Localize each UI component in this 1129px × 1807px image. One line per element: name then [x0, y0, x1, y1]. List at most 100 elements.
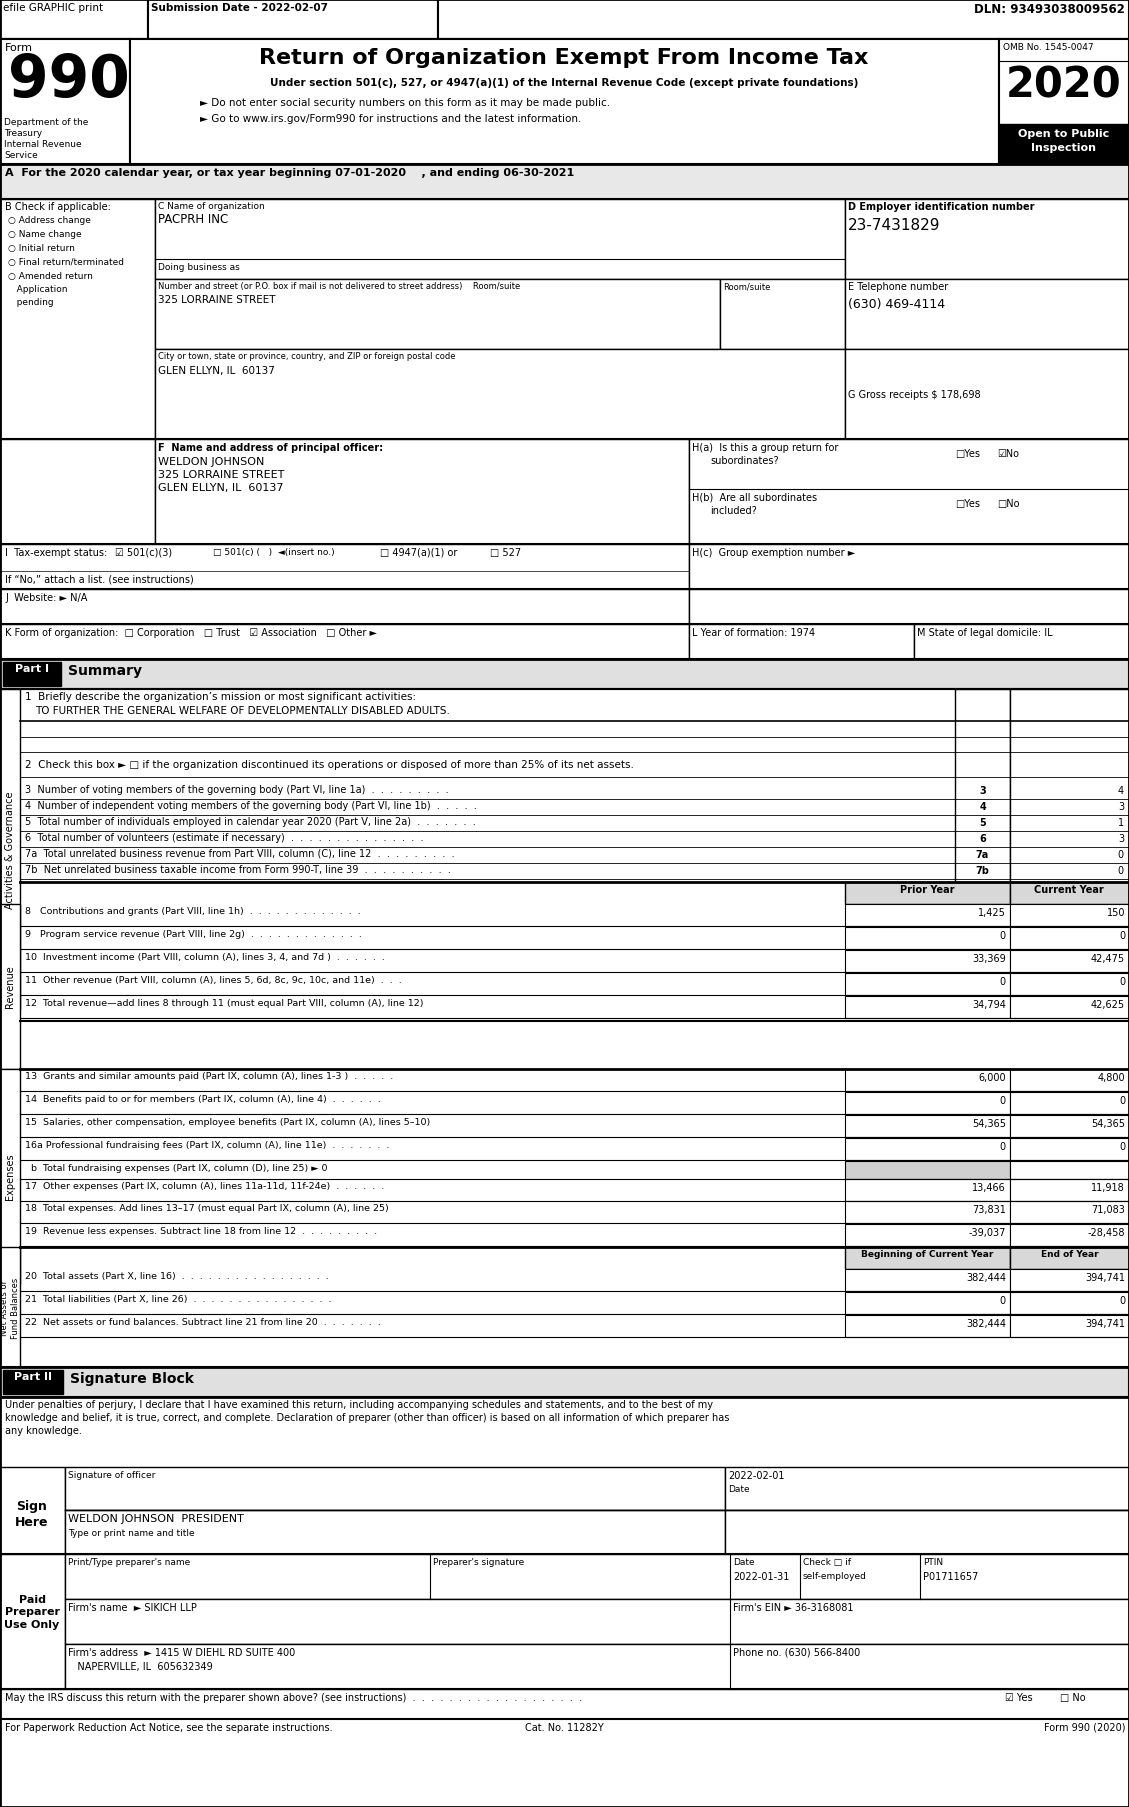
- Text: 325 LORRAINE STREET: 325 LORRAINE STREET: [158, 470, 285, 479]
- Text: 19  Revenue less expenses. Subtract line 18 from line 12  .  .  .  .  .  .  .  .: 19 Revenue less expenses. Subtract line …: [25, 1227, 377, 1236]
- Text: 22  Net assets or fund balances. Subtract line 21 from line 20  .  .  .  .  .  .: 22 Net assets or fund balances. Subtract…: [25, 1317, 380, 1326]
- Bar: [0, 625, 689, 660]
- Text: 3: 3: [1118, 802, 1124, 811]
- Text: Beginning of Current Year: Beginning of Current Year: [861, 1249, 994, 1258]
- Bar: [0, 1554, 65, 1690]
- Bar: [720, 280, 844, 351]
- Bar: [65, 1599, 1129, 1644]
- Text: 0: 0: [1118, 849, 1124, 860]
- Bar: [0, 1467, 65, 1554]
- Bar: [689, 439, 1129, 544]
- Text: Current Year: Current Year: [1034, 884, 1104, 894]
- Text: WELDON JOHNSON  PRESIDENT: WELDON JOHNSON PRESIDENT: [68, 1512, 244, 1523]
- Bar: [844, 1202, 1010, 1223]
- Bar: [844, 1070, 1010, 1091]
- Text: 71,083: 71,083: [1091, 1203, 1124, 1214]
- Text: Sign
Here: Sign Here: [16, 1500, 49, 1529]
- Text: □ 527: □ 527: [490, 548, 522, 558]
- Text: City or town, state or province, country, and ZIP or foreign postal code: City or town, state or province, country…: [158, 352, 455, 361]
- Text: NAPERVILLE, IL  605632349: NAPERVILLE, IL 605632349: [68, 1661, 212, 1671]
- Bar: [955, 690, 1010, 1010]
- Text: GLEN ELLYN, IL  60137: GLEN ELLYN, IL 60137: [158, 482, 283, 493]
- Text: □ No: □ No: [1060, 1691, 1086, 1702]
- Text: 5: 5: [979, 817, 986, 828]
- Text: knowledge and belief, it is true, correct, and complete. Declaration of preparer: knowledge and belief, it is true, correc…: [5, 1413, 729, 1422]
- Bar: [1010, 1269, 1129, 1292]
- Text: 6  Total number of volunteers (estimate if necessary)  .  .  .  .  .  .  .  .  .: 6 Total number of volunteers (estimate i…: [25, 833, 423, 842]
- Text: □ 501(c) (   )  ◄(insert no.): □ 501(c) ( ) ◄(insert no.): [213, 548, 334, 557]
- Text: 0: 0: [1119, 976, 1124, 987]
- Bar: [999, 125, 1129, 164]
- Bar: [0, 1247, 20, 1368]
- Text: Summary: Summary: [68, 663, 142, 678]
- Text: 34,794: 34,794: [972, 999, 1006, 1010]
- Bar: [844, 1180, 1010, 1202]
- Text: P01711657: P01711657: [924, 1570, 979, 1581]
- Text: For Paperwork Reduction Act Notice, see the separate instructions.: For Paperwork Reduction Act Notice, see …: [5, 1722, 333, 1733]
- Text: Department of the
Treasury
Internal Revenue
Service: Department of the Treasury Internal Reve…: [5, 117, 88, 161]
- Text: 1  Briefly describe the organization’s mission or most significant activities:: 1 Briefly describe the organization’s mi…: [25, 692, 417, 701]
- Bar: [844, 1115, 1010, 1137]
- Text: TO FURTHER THE GENERAL WELFARE OF DEVELOPMENTALLY DISABLED ADULTS.: TO FURTHER THE GENERAL WELFARE OF DEVELO…: [35, 705, 449, 716]
- Text: 14  Benefits paid to or for members (Part IX, column (A), line 4)  .  .  .  .  .: 14 Benefits paid to or for members (Part…: [25, 1095, 380, 1104]
- Bar: [0, 544, 689, 589]
- Bar: [844, 927, 1010, 949]
- Text: Date: Date: [733, 1558, 754, 1567]
- Bar: [438, 0, 1129, 40]
- Bar: [1010, 1202, 1129, 1223]
- Text: 150: 150: [1106, 907, 1124, 918]
- Text: any knowledge.: any knowledge.: [5, 1426, 82, 1435]
- Text: 2022-02-01: 2022-02-01: [728, 1471, 785, 1480]
- Bar: [0, 660, 1129, 690]
- Bar: [725, 1511, 1129, 1554]
- Text: 18  Total expenses. Add lines 13–17 (must equal Part IX, column (A), line 25): 18 Total expenses. Add lines 13–17 (must…: [25, 1203, 388, 1212]
- Bar: [844, 950, 1010, 972]
- Bar: [844, 1247, 1010, 1269]
- Text: L Year of formation: 1974: L Year of formation: 1974: [692, 627, 815, 638]
- Text: 2022-01-31: 2022-01-31: [733, 1570, 789, 1581]
- Text: Open to Public: Open to Public: [1018, 128, 1110, 139]
- Bar: [1010, 1138, 1129, 1160]
- Text: 16a Professional fundraising fees (Part IX, column (A), line 11e)  .  .  .  .  .: 16a Professional fundraising fees (Part …: [25, 1140, 390, 1149]
- Text: Part I: Part I: [15, 663, 49, 674]
- Text: (630) 469-4114: (630) 469-4114: [848, 298, 945, 311]
- Text: 0: 0: [1000, 931, 1006, 940]
- Text: Submission Date - 2022-02-07: Submission Date - 2022-02-07: [151, 4, 329, 13]
- Bar: [148, 0, 438, 40]
- Text: subordinates?: subordinates?: [710, 455, 779, 466]
- Bar: [3, 663, 61, 687]
- Bar: [65, 1554, 1129, 1599]
- Text: 20  Total assets (Part X, line 16)  .  .  .  .  .  .  .  .  .  .  .  .  .  .  . : 20 Total assets (Part X, line 16) . . . …: [25, 1272, 329, 1281]
- Text: H(c)  Group exemption number ►: H(c) Group exemption number ►: [692, 548, 856, 558]
- Text: End of Year: End of Year: [1041, 1249, 1099, 1258]
- Bar: [844, 1138, 1010, 1160]
- Text: 17  Other expenses (Part IX, column (A), lines 11a-11d, 11f-24e)  .  .  .  .  . : 17 Other expenses (Part IX, column (A), …: [25, 1182, 384, 1191]
- Bar: [0, 690, 20, 1010]
- Text: 13,466: 13,466: [972, 1182, 1006, 1193]
- Text: Under penalties of perjury, I declare that I have examined this return, includin: Under penalties of perjury, I declare th…: [5, 1399, 714, 1409]
- Bar: [1010, 974, 1129, 996]
- Bar: [844, 996, 1010, 1019]
- Bar: [0, 1368, 1129, 1397]
- Bar: [0, 0, 1129, 40]
- Text: 42,475: 42,475: [1091, 954, 1124, 963]
- Text: □ 4947(a)(1) or: □ 4947(a)(1) or: [380, 548, 457, 558]
- Bar: [725, 1467, 1129, 1511]
- Bar: [130, 40, 999, 164]
- Text: 990: 990: [8, 52, 130, 108]
- Text: Phone no. (630) 566-8400: Phone no. (630) 566-8400: [733, 1648, 860, 1657]
- Text: Signature of officer: Signature of officer: [68, 1471, 156, 1480]
- Bar: [0, 164, 1129, 201]
- Text: 8   Contributions and grants (Part VIII, line 1h)  .  .  .  .  .  .  .  .  .  . : 8 Contributions and grants (Part VIII, l…: [25, 907, 361, 916]
- Text: 4: 4: [979, 802, 986, 811]
- Text: 33,369: 33,369: [972, 954, 1006, 963]
- Text: F  Name and address of principal officer:: F Name and address of principal officer:: [158, 443, 383, 454]
- Bar: [155, 280, 720, 351]
- Text: Room/suite: Room/suite: [723, 282, 770, 291]
- Bar: [1010, 882, 1129, 905]
- Text: K Form of organization:  □ Corporation   □ Trust   ☑ Association   □ Other ►: K Form of organization: □ Corporation □ …: [5, 627, 377, 638]
- Bar: [844, 1269, 1010, 1292]
- Bar: [1010, 1115, 1129, 1137]
- Text: GLEN ELLYN, IL  60137: GLEN ELLYN, IL 60137: [158, 365, 274, 376]
- Text: Revenue: Revenue: [5, 965, 15, 1008]
